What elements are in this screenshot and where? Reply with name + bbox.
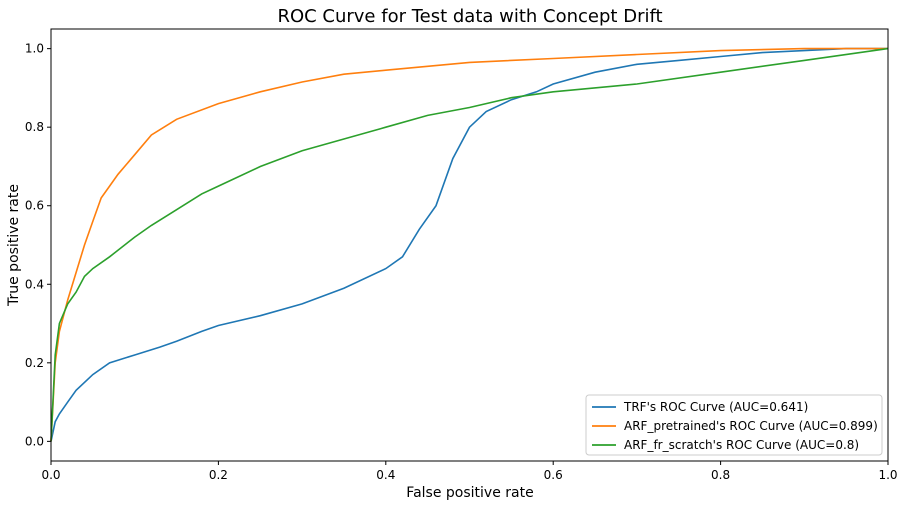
x-tick-label: 0.2 xyxy=(209,468,228,482)
series-line-2 xyxy=(50,47,889,442)
legend-label-1: ARF_pretrained's ROC Curve (AUC=0.899) xyxy=(624,419,878,433)
y-axis-label: True positive rate xyxy=(6,184,22,307)
legend-label-2: ARF_fr_scratch's ROC Curve (AUC=0.8) xyxy=(624,438,859,452)
y-tick-label: 0.2 xyxy=(25,356,44,370)
y-tick-label: 0.0 xyxy=(25,434,44,448)
y-tick-label: 0.6 xyxy=(25,199,44,213)
y-axis: 0.0 0.2 0.4 0.6 0.8 1.0 xyxy=(25,42,51,448)
legend-label-0: TRF's ROC Curve (AUC=0.641) xyxy=(623,400,808,414)
x-tick-label: 0.6 xyxy=(544,468,563,482)
legend: TRF's ROC Curve (AUC=0.641) ARF_pretraine… xyxy=(585,394,883,456)
x-axis-label: False positive rate xyxy=(406,485,533,501)
y-tick-label: 0.8 xyxy=(25,120,44,134)
y-tick-label: 1.0 xyxy=(25,42,44,56)
series-line-0 xyxy=(50,47,888,442)
x-tick-label: 0.8 xyxy=(711,468,730,482)
chart-title: ROC Curve for Test data with Concept Dri… xyxy=(277,6,662,27)
x-tick-label: 0.4 xyxy=(376,468,395,482)
y-tick-label: 0.4 xyxy=(25,277,44,291)
legend-box xyxy=(585,394,883,456)
plot-frame xyxy=(50,28,889,462)
x-axis: 0.0 0.2 0.4 0.6 0.8 1.0 xyxy=(41,461,898,482)
x-tick-label: 0.0 xyxy=(41,468,60,482)
series-line-1 xyxy=(50,47,888,442)
x-tick-label: 1.0 xyxy=(878,468,897,482)
plot-area xyxy=(50,47,889,442)
